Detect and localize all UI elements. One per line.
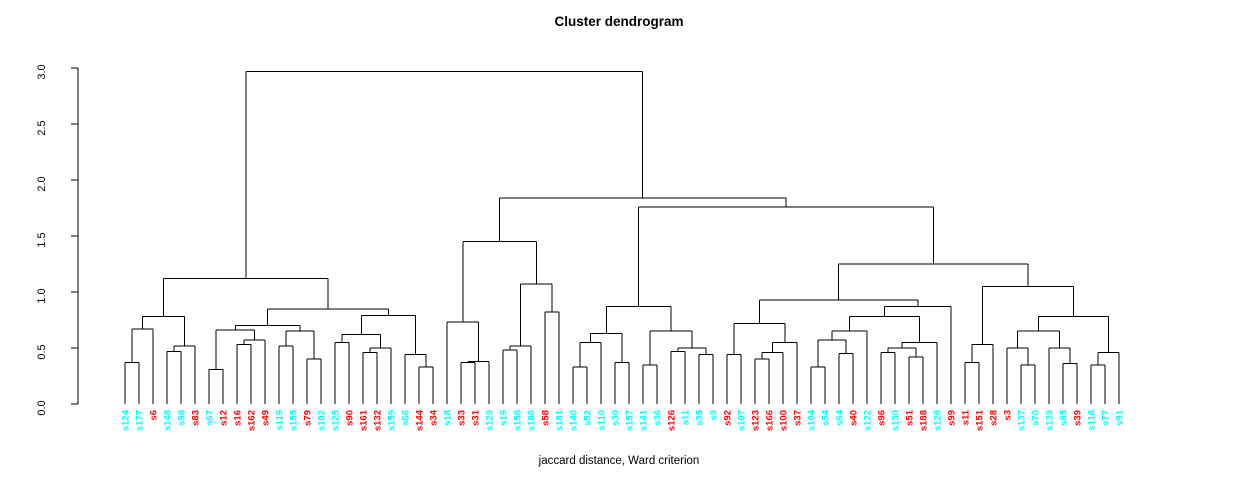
leaf-label: s54	[821, 409, 832, 426]
leaf-label: s11	[961, 409, 972, 425]
leaf-label: s118	[1087, 410, 1098, 431]
leaf-label: s157	[625, 410, 636, 431]
leaf-label: s177	[135, 410, 146, 431]
leaf-label: s37	[793, 410, 804, 426]
leaf-label: s16	[233, 410, 244, 426]
leaf-label: s66	[401, 410, 412, 426]
leaf-label: s125	[331, 409, 342, 431]
leaf-label: s144	[415, 409, 426, 431]
chart-caption: jaccard distance, Ward criterion	[538, 455, 700, 467]
leaf-label: s139	[1045, 410, 1056, 431]
leaf-label: s158	[513, 410, 524, 431]
chart-title: Cluster dendrogram	[554, 14, 684, 29]
leaf-label: s3	[1003, 410, 1014, 421]
leaf-label: s31	[471, 409, 482, 426]
leaf-label: s129	[485, 410, 496, 431]
leaf-label: s49	[261, 410, 272, 426]
leaf-label: s104	[807, 409, 818, 431]
leaf-label: s90	[345, 410, 356, 426]
leaf-label: s70	[1031, 410, 1042, 426]
leaf-label: s100	[779, 410, 790, 431]
leaf-label: s64	[835, 409, 846, 426]
leaf-label: s161	[359, 409, 370, 431]
leaf-label: s181	[555, 409, 566, 431]
y-tick-label: 2.0	[36, 176, 48, 191]
leaf-label: s52	[583, 410, 594, 426]
leaf-label: s162	[247, 410, 258, 431]
leaf-label: s126	[667, 410, 678, 431]
leaf-label: s51	[905, 409, 916, 426]
leaf-label: s155	[289, 409, 300, 431]
leaf-label: s137	[1017, 410, 1028, 431]
leaf-label: s166	[765, 410, 776, 431]
y-tick-label: 0.5	[36, 344, 48, 359]
leaf-label: s19	[499, 410, 510, 426]
leaf-label: s124	[121, 409, 132, 431]
leaf-label: s91	[1115, 409, 1126, 426]
leaf-label: s96	[877, 410, 888, 426]
y-tick-label: 0.0	[36, 400, 48, 415]
leaf-label: s188	[919, 410, 930, 431]
leaf-label: s40	[849, 410, 860, 426]
leaf-label: s151	[975, 409, 986, 431]
leaf-label: s141	[639, 409, 650, 431]
leaf-label: s77	[1101, 410, 1112, 426]
y-tick-label: 1.0	[36, 288, 48, 303]
leaf-label: s79	[303, 410, 314, 426]
leaf-label: s148	[163, 410, 174, 431]
leaf-label: s6	[149, 410, 160, 421]
y-tick-label: 1.5	[36, 232, 48, 247]
leaf-label: s92	[723, 410, 734, 426]
leaf-label: s39	[1073, 410, 1084, 426]
leaf-label: s12	[219, 410, 230, 426]
leaf-label: s99	[947, 410, 958, 426]
leaf-label: s30	[611, 410, 622, 426]
leaf-label: s11	[681, 409, 692, 425]
leaf-label: s119	[275, 410, 286, 431]
leaf-label: s9	[709, 410, 720, 421]
leaf-label: s110	[597, 410, 608, 431]
leaf-label: s83	[191, 410, 202, 426]
leaf-label: s35	[695, 409, 706, 426]
leaf-label: s130	[891, 410, 902, 431]
leaf-label: s180	[527, 410, 538, 431]
leaf-label: s123	[751, 410, 762, 431]
leaf-label: s58	[541, 410, 552, 426]
leaf-label: s34	[429, 409, 440, 426]
leaf-label: s122	[863, 410, 874, 431]
leaf-label: s28	[989, 410, 1000, 426]
leaf-label: s18	[443, 410, 454, 426]
leaf-label: s107	[737, 410, 748, 431]
y-tick-label: 2.5	[36, 120, 48, 135]
leaf-label: s98	[177, 410, 188, 426]
leaf-label: s85	[1059, 409, 1070, 426]
leaf-label: s159	[387, 410, 398, 431]
leaf-label: s140	[569, 410, 580, 431]
leaf-label: s132	[373, 410, 384, 431]
y-tick-label: 3.0	[36, 64, 48, 79]
leaf-label: s33	[457, 410, 468, 426]
leaf-label: s36	[653, 410, 664, 426]
leaf-label: s128	[933, 410, 944, 431]
leaf-label: s67	[205, 410, 216, 426]
leaf-label: s102	[317, 410, 328, 431]
